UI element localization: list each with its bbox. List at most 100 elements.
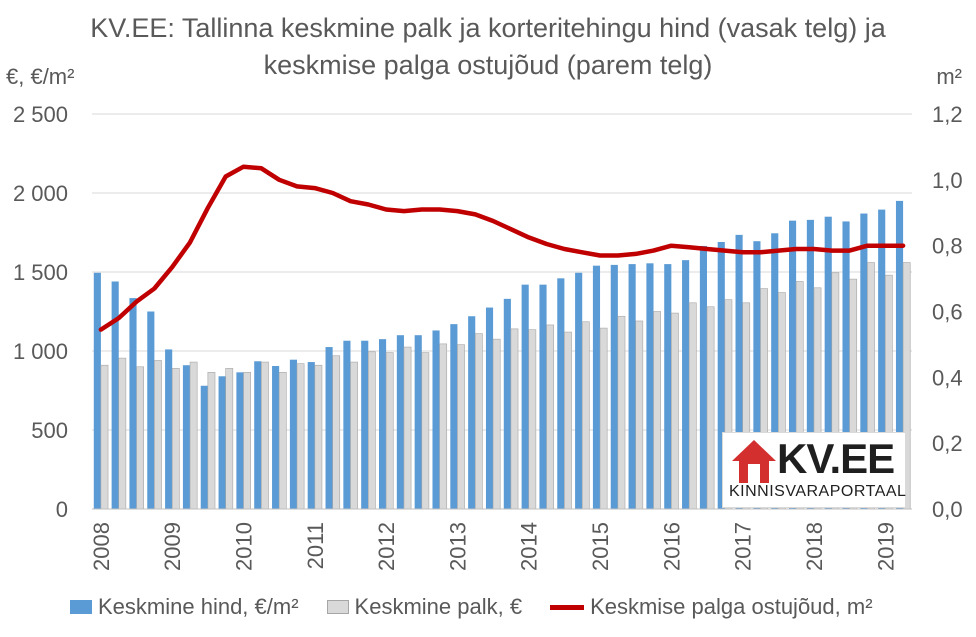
bar-price — [699, 245, 707, 509]
bar-price — [361, 340, 369, 509]
bar-wage — [457, 344, 465, 510]
y-tick-label: 1 000 — [13, 339, 68, 364]
legend-label-purchasing-power: Keskmise palga ostujõud, m² — [590, 594, 873, 619]
bar-price — [575, 272, 583, 509]
bar-price — [468, 316, 476, 509]
legend-item-wage: Keskmine palk, € — [326, 594, 523, 620]
bar-wage — [421, 352, 430, 510]
bar-wage — [510, 328, 519, 510]
bar-price — [717, 241, 725, 510]
bar-wage — [171, 368, 180, 510]
bar-price — [521, 284, 529, 509]
chart-title: KV.EE: Tallinna keskmine palk ja korteri… — [90, 13, 886, 80]
bar-price — [200, 385, 208, 509]
x-tick-label: 2009 — [160, 522, 185, 571]
bar-wage — [688, 302, 697, 510]
bar-wage — [671, 312, 679, 510]
bar-wage — [599, 327, 608, 510]
x-tick-label: 2016 — [659, 522, 684, 571]
y-tick-label: 2 000 — [13, 181, 68, 206]
bar-price — [592, 265, 601, 509]
legend-label-price: Keskmine hind, €/m² — [98, 594, 299, 619]
bar-wage — [546, 324, 554, 510]
y2-tick-label: 1,0 — [932, 168, 963, 193]
bar-price — [610, 264, 618, 509]
bar-price — [895, 200, 904, 509]
y-tick-label: 2 500 — [13, 102, 68, 127]
bar-price — [842, 221, 850, 509]
bar-price — [325, 347, 333, 509]
bar-wage — [225, 368, 234, 510]
bar-price — [628, 264, 636, 509]
bar-price — [147, 311, 155, 509]
bar-wage — [243, 372, 251, 510]
x-tick-label: 2015 — [588, 522, 613, 571]
bar-wage — [350, 361, 358, 510]
y2-tick-label: 0,6 — [932, 300, 963, 325]
y-tick-label: 1 500 — [13, 260, 68, 285]
bar-price — [218, 376, 226, 509]
bar-price — [343, 340, 351, 509]
bar-price — [307, 362, 315, 509]
bar-wage — [368, 351, 376, 510]
bar-price — [806, 219, 814, 510]
bar-wage — [296, 363, 305, 510]
bar-wage — [100, 364, 109, 510]
bar-price — [878, 209, 886, 509]
bar-wage — [332, 355, 341, 510]
bar-wage — [706, 306, 715, 510]
bar-price — [396, 335, 404, 509]
bar-wage — [617, 315, 626, 510]
x-tick-label: 2014 — [517, 522, 542, 571]
bar-price — [753, 241, 761, 509]
bar-price — [485, 307, 494, 509]
right-axis-unit: m² — [936, 64, 962, 89]
kv-ee-logo: KV.EE KINNISVARAPORTAAL — [722, 432, 906, 508]
y2-tick-label: 0,0 — [932, 497, 963, 522]
bar-wage — [118, 357, 127, 510]
bar-price — [539, 284, 547, 509]
y-tick-label: 0 — [56, 497, 68, 522]
legend-swatch-price — [70, 600, 92, 614]
bar-wage — [653, 311, 661, 510]
bar-wage — [154, 360, 162, 510]
bar-price — [111, 281, 119, 509]
bar-price — [236, 372, 244, 509]
bar-price — [289, 359, 297, 509]
bar-price — [165, 349, 173, 509]
bar-price — [735, 234, 743, 509]
bar-price — [182, 365, 191, 509]
bar-price — [254, 361, 262, 509]
bar-price — [860, 213, 868, 510]
bar-wage — [314, 364, 323, 510]
bar-price — [379, 339, 387, 509]
bar-wage — [278, 372, 287, 510]
line-purchasing-power — [98, 164, 906, 332]
bar-wage — [635, 320, 644, 510]
house-icon — [732, 440, 776, 483]
bar-wage — [261, 361, 269, 510]
bar-wage — [136, 366, 144, 510]
bar-wage — [581, 321, 590, 510]
legend-label-wage: Keskmine palk, € — [354, 594, 523, 619]
y2-tick-label: 0,8 — [932, 234, 963, 259]
bar-price — [129, 298, 137, 509]
bar-wage — [385, 352, 394, 510]
bar-price — [503, 298, 511, 509]
bar-price — [414, 335, 422, 509]
bar-price — [450, 324, 458, 509]
bar-price — [432, 330, 440, 509]
bar-price — [824, 216, 832, 509]
logo-subtitle: KINNISVARAPORTAAL — [729, 483, 907, 500]
y2-tick-label: 0,2 — [932, 431, 963, 456]
x-tick-label: 2018 — [802, 522, 827, 571]
bar-price — [272, 366, 280, 509]
bar-wage — [492, 338, 501, 510]
bar-wage — [207, 372, 216, 510]
bar-wage — [403, 346, 412, 510]
x-tick-label: 2012 — [374, 522, 399, 571]
left-axis-unit: €, €/m² — [6, 64, 75, 89]
bar-price — [557, 278, 565, 509]
bar-wage — [189, 361, 198, 510]
x-tick-label: 2013 — [445, 522, 470, 571]
